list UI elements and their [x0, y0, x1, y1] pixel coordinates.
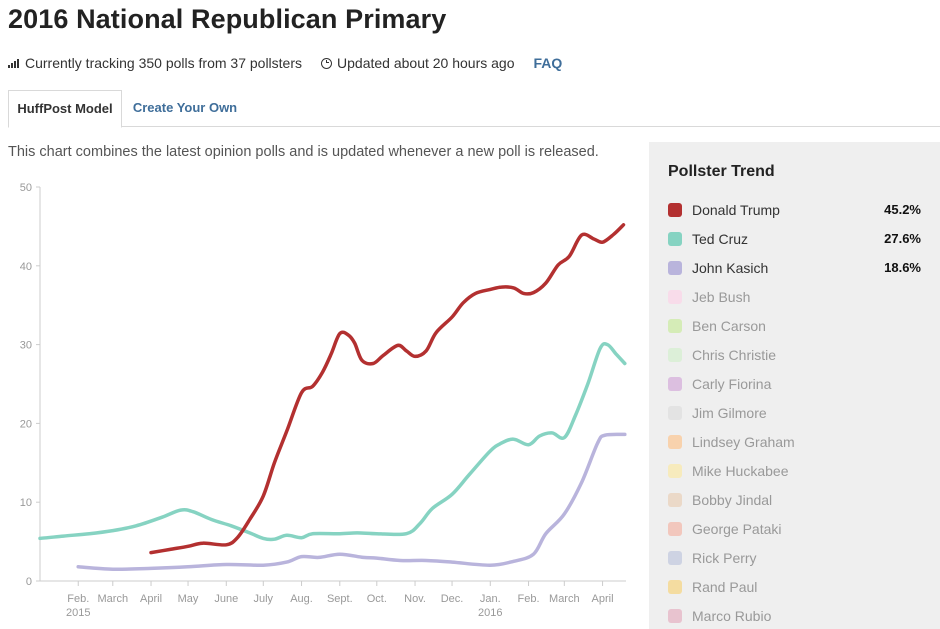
chart-tabs: HuffPost Model Create Your Own: [8, 90, 940, 128]
tracking-status: Currently tracking 350 polls from 37 pol…: [25, 55, 303, 71]
legend-item[interactable]: Marco Rubio: [668, 601, 921, 629]
legend-swatch: [668, 492, 682, 507]
legend-name: Bobby Jindal: [692, 491, 773, 508]
legend-swatch: [668, 579, 682, 594]
legend-value: 18.6%: [884, 260, 921, 275]
legend-swatch: [668, 521, 682, 536]
x-tick-label: Dec.: [441, 593, 464, 605]
legend-name: Jim Gilmore: [692, 404, 767, 421]
signal-bars-icon: [8, 58, 20, 68]
chart-description: This chart combines the latest opinion p…: [8, 144, 599, 160]
legend-item[interactable]: Donald Trump 45.2%: [668, 195, 921, 224]
legend-swatch: [668, 202, 682, 217]
legend-panel: Pollster Trend Donald Trump 45.2% Ted Cruz…: [649, 142, 940, 629]
legend-name: Marco Rubio: [692, 607, 772, 624]
x-tick-label: Aug.: [290, 593, 313, 605]
legend-item[interactable]: Mike Huckabee: [668, 456, 921, 485]
x-tick-label: Jan.: [480, 593, 501, 605]
x-tick-label: April: [140, 593, 162, 605]
x-tick-label: March: [549, 593, 580, 605]
donald-trump-trend-line: [149, 223, 626, 555]
legend-swatch: [668, 260, 682, 275]
x-tick-label: Nov.: [404, 593, 426, 605]
legend-value: 45.2%: [884, 202, 921, 217]
legend-item[interactable]: Ted Cruz 27.6%: [668, 224, 921, 253]
legend-swatch: [668, 434, 682, 449]
legend-title: Pollster Trend: [668, 163, 775, 180]
legend-item[interactable]: Carly Fiorina: [668, 369, 921, 398]
legend-item[interactable]: Rick Perry: [668, 543, 921, 572]
x-tick-label: Oct.: [367, 593, 387, 605]
legend-swatch: [668, 405, 682, 420]
legend-name: Carly Fiorina: [692, 375, 772, 392]
page-title: 2016 National Republican Primary: [8, 4, 447, 34]
legend-swatch: [668, 550, 682, 565]
legend-swatch: [668, 289, 682, 304]
legend-swatch: [668, 347, 682, 362]
legend-item[interactable]: John Kasich 18.6%: [668, 253, 921, 282]
x-tick-label: Feb.: [67, 593, 89, 605]
tab-huffpost-model[interactable]: HuffPost Model: [8, 90, 122, 128]
legend-item[interactable]: Bobby Jindal: [668, 485, 921, 514]
faq-link[interactable]: FAQ: [533, 55, 563, 71]
legend-swatch: [668, 463, 682, 478]
legend-swatch: [668, 318, 682, 333]
legend-item[interactable]: Chris Christie: [668, 340, 921, 369]
legend-item[interactable]: Ben Carson: [668, 311, 921, 340]
legend-swatch: [668, 608, 682, 623]
y-tick-label: 10: [20, 497, 32, 509]
x-tick-label: June: [214, 593, 238, 605]
y-tick-label: 40: [20, 261, 32, 273]
legend-name: Chris Christie: [692, 346, 777, 363]
legend-name: Rand Paul: [692, 578, 758, 595]
legend-value: 27.6%: [884, 231, 921, 246]
legend-name: Mike Huckabee: [692, 462, 789, 479]
legend-name: Rick Perry: [692, 549, 757, 566]
ted-cruz-trend-line: [38, 341, 627, 542]
x-tick-year-label: 2015: [66, 607, 90, 619]
legend-swatch: [668, 231, 682, 246]
legend-swatch: [668, 376, 682, 391]
x-tick-label: July: [254, 593, 274, 605]
legend-name: John Kasich: [692, 259, 769, 276]
legend-name: Donald Trump: [692, 201, 780, 218]
updated-status: Updated about 20 hours ago: [337, 55, 515, 71]
status-row: Currently tracking 350 polls from 37 pol…: [8, 54, 562, 72]
legend-name: Lindsey Graham: [692, 433, 795, 450]
x-tick-label: May: [178, 593, 199, 605]
legend-name: Ben Carson: [692, 317, 766, 334]
x-tick-label: March: [98, 593, 129, 605]
legend-name: George Pataki: [692, 520, 782, 537]
y-tick-label: 30: [20, 340, 32, 352]
legend-item[interactable]: George Pataki: [668, 514, 921, 543]
x-tick-label: Sept.: [327, 593, 353, 605]
legend-item[interactable]: Jeb Bush: [668, 282, 921, 311]
x-tick-label: Feb.: [518, 593, 540, 605]
legend-item[interactable]: Lindsey Graham: [668, 427, 921, 456]
john-kasich-trend-line: [76, 432, 627, 571]
legend-item[interactable]: Rand Paul: [668, 572, 921, 601]
legend-list: Donald Trump 45.2% Ted Cruz 27.6% John Kasic…: [668, 195, 921, 629]
trend-chart: 0 10 20 30 40 50 Feb. 2015 March April May June July…: [20, 182, 627, 619]
y-tick-label: 50: [20, 182, 32, 194]
y-tick-label: 20: [20, 418, 32, 430]
legend-name: Jeb Bush: [692, 288, 751, 305]
legend-name: Ted Cruz: [692, 230, 749, 247]
tab-create-your-own[interactable]: Create Your Own: [132, 100, 238, 115]
legend-item[interactable]: Jim Gilmore: [668, 398, 921, 427]
y-tick-label: 0: [26, 576, 32, 588]
clock-icon: [321, 57, 333, 69]
x-tick-year-label: 2016: [478, 607, 502, 619]
x-tick-label: April: [592, 593, 614, 605]
